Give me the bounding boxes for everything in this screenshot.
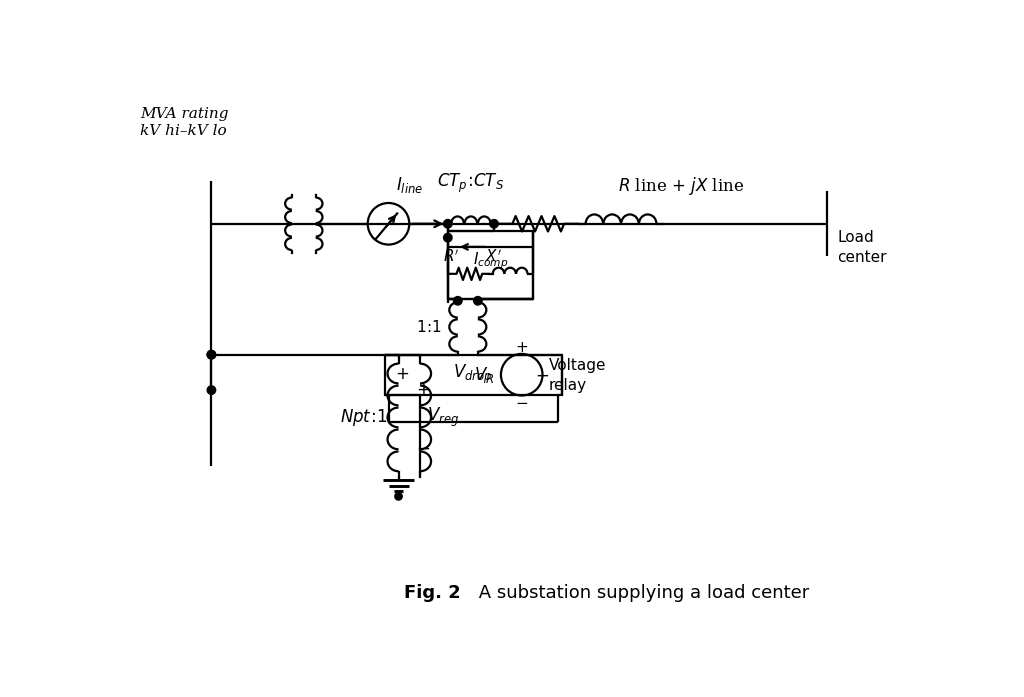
Text: center: center: [838, 250, 887, 265]
Text: $-$: $-$: [515, 395, 528, 408]
Circle shape: [489, 220, 499, 228]
Text: $V_{drop}$: $V_{drop}$: [454, 363, 493, 386]
Circle shape: [443, 233, 452, 242]
Circle shape: [454, 296, 462, 305]
Text: $1\!:\!1$: $1\!:\!1$: [417, 319, 442, 335]
Text: MVA rating: MVA rating: [140, 107, 228, 121]
Text: $CT_p\!:\!CT_S$: $CT_p\!:\!CT_S$: [437, 172, 505, 195]
Text: Voltage: Voltage: [549, 358, 606, 373]
Circle shape: [207, 351, 216, 359]
Text: A substation supplying a load center: A substation supplying a load center: [473, 584, 809, 602]
Text: $I_{comp}$: $I_{comp}$: [473, 251, 509, 271]
Text: $R'$: $R'$: [443, 248, 460, 265]
Text: $Npt\!:\!1$: $Npt\!:\!1$: [340, 407, 387, 428]
Circle shape: [473, 296, 482, 305]
Text: relay: relay: [549, 378, 587, 393]
Text: Fig. 2: Fig. 2: [403, 584, 461, 602]
Circle shape: [443, 220, 452, 228]
Text: $X'$: $X'$: [485, 248, 503, 265]
Bar: [447, 231, 532, 299]
Text: Load: Load: [838, 230, 874, 245]
Text: $R$ line $+$ $jX$ line: $R$ line $+$ $jX$ line: [618, 175, 744, 197]
Text: $+$: $+$: [515, 341, 528, 355]
Circle shape: [395, 493, 402, 500]
Bar: [385, 355, 562, 395]
Text: kV hi–kV lo: kV hi–kV lo: [140, 124, 226, 139]
Text: $V_{reg}$: $V_{reg}$: [427, 406, 460, 429]
Text: $+$: $+$: [416, 382, 430, 399]
Circle shape: [207, 386, 216, 395]
Text: $-$: $-$: [536, 366, 550, 383]
Text: $V_R$: $V_R$: [474, 365, 494, 385]
Text: $-$: $-$: [416, 440, 430, 457]
Text: $+$: $+$: [394, 366, 409, 383]
Text: $I_{line}$: $I_{line}$: [395, 175, 423, 195]
Circle shape: [207, 351, 216, 359]
